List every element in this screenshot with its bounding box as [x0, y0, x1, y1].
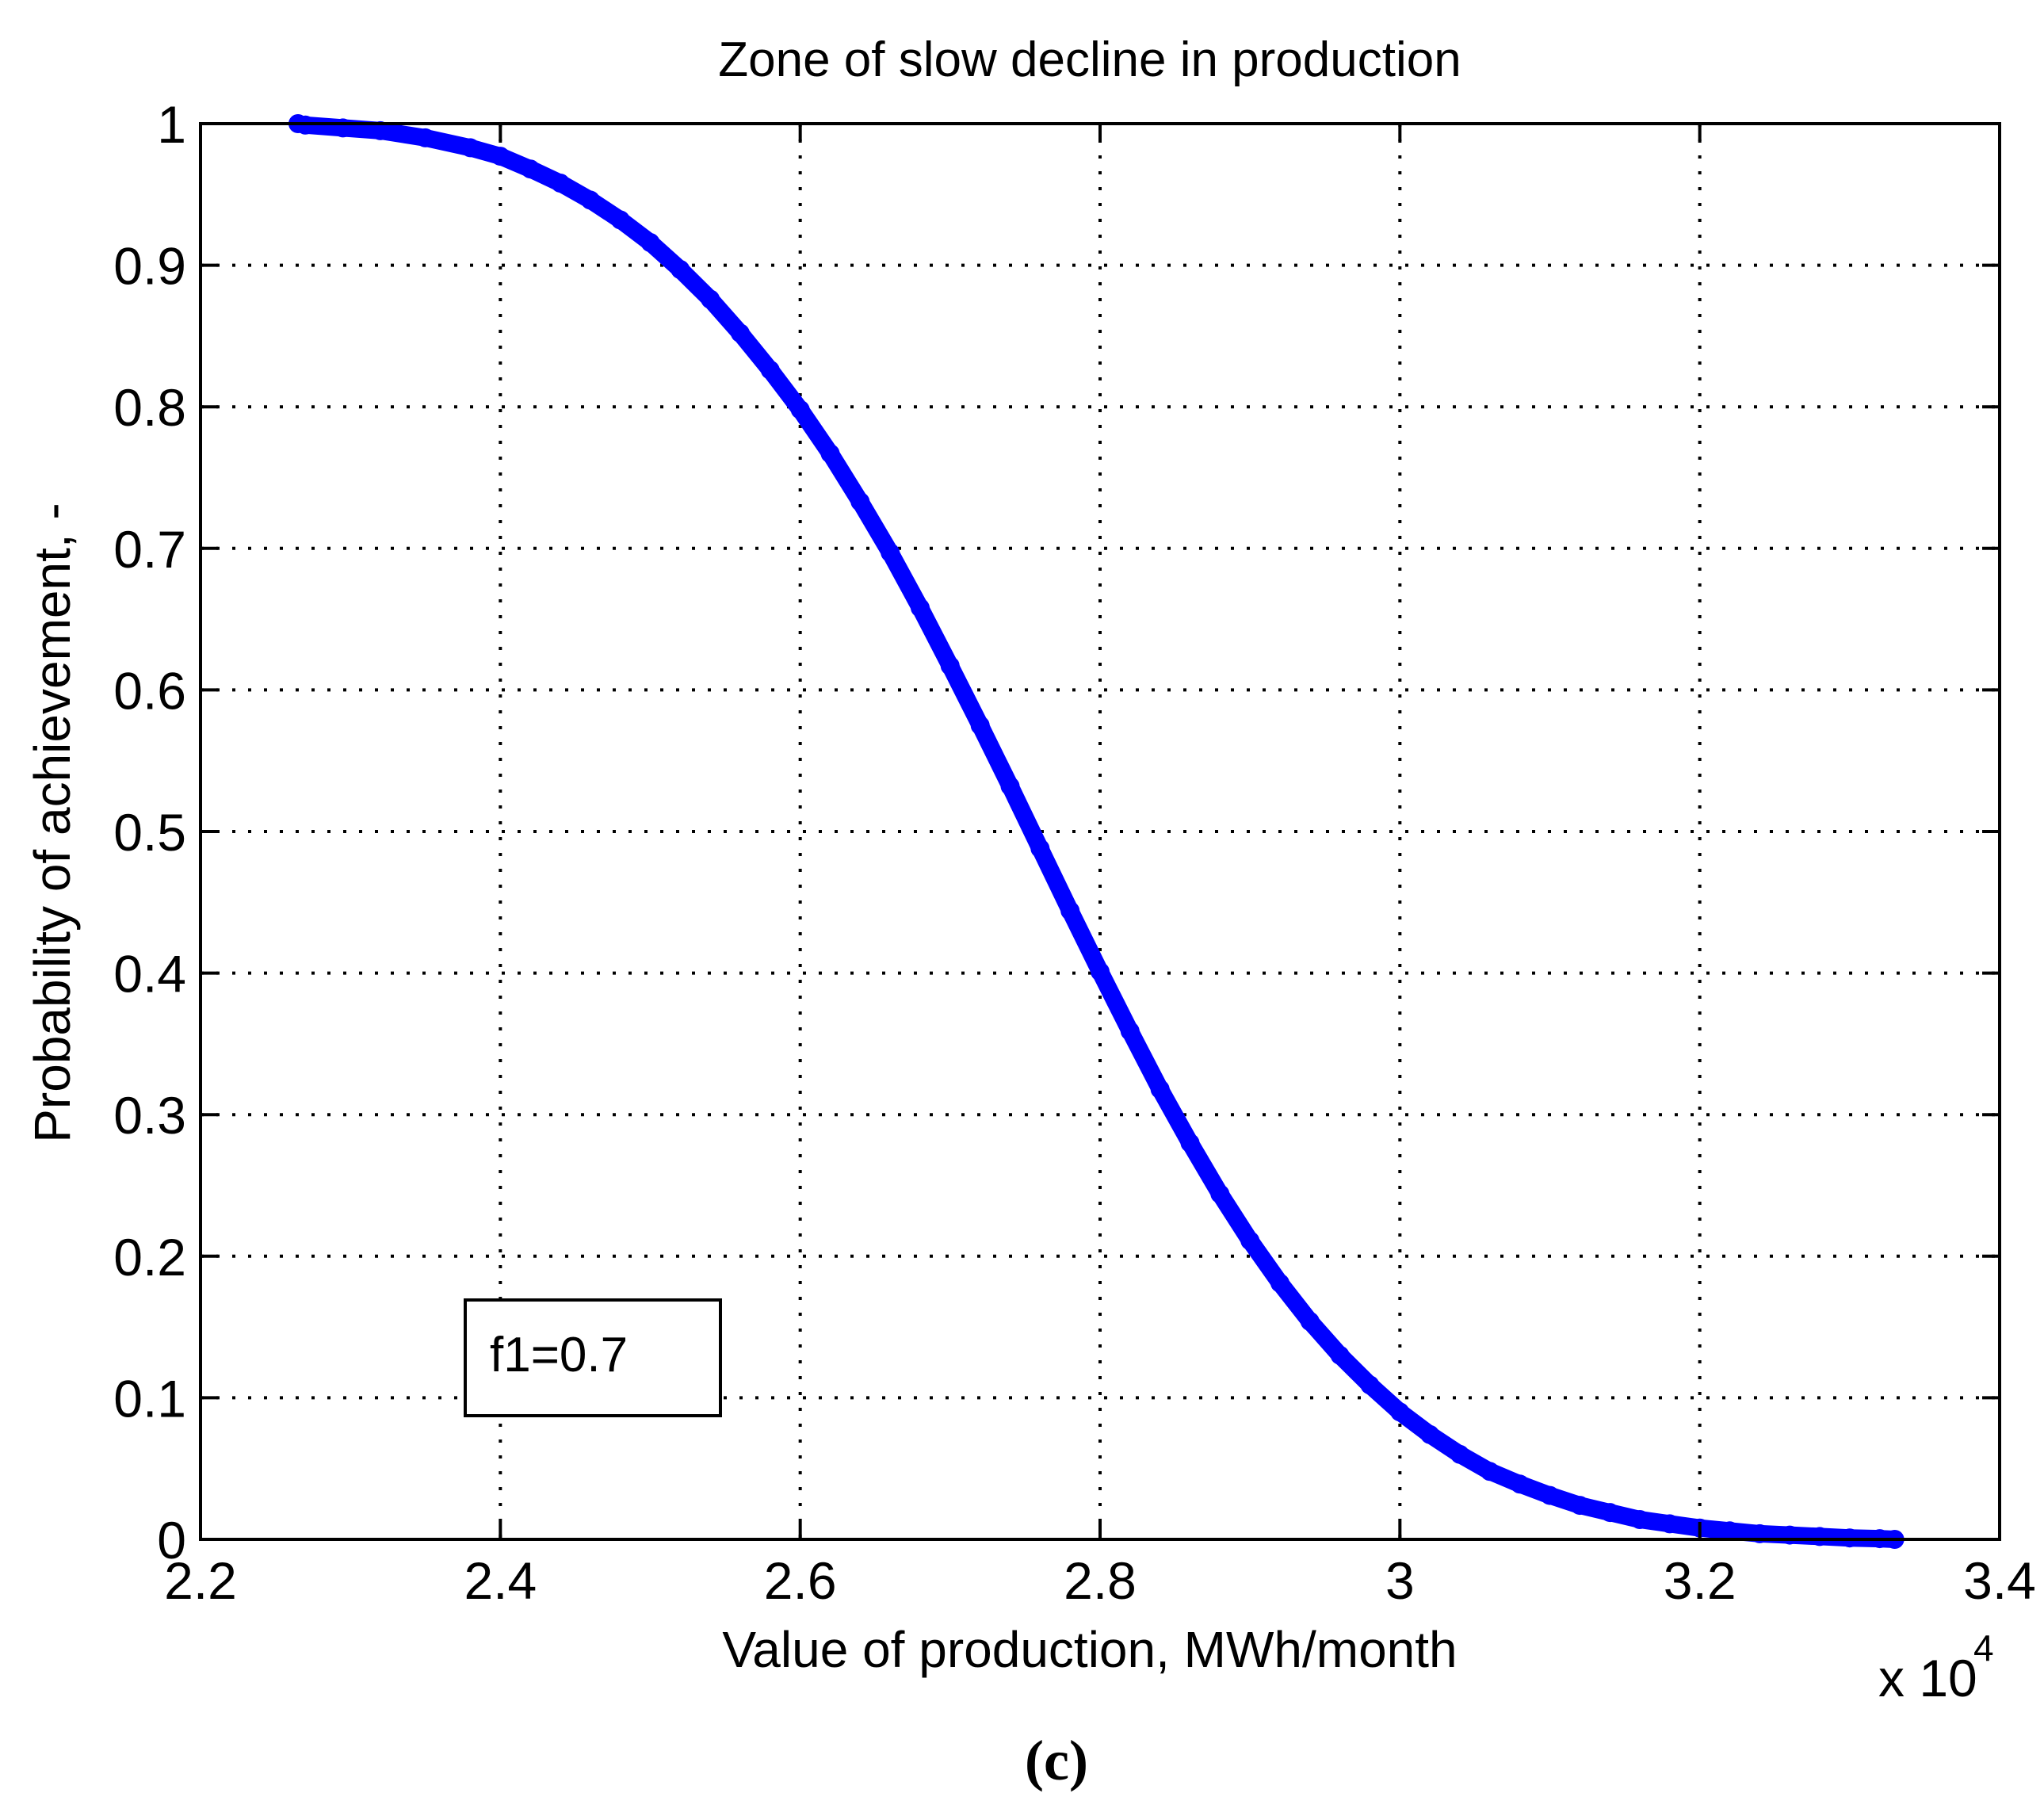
- data-point: [1660, 1514, 1679, 1534]
- x-tick-label: 2.6: [764, 1551, 837, 1610]
- y-tick-label: 0.8: [113, 378, 186, 437]
- y-tick-label: 0.2: [113, 1228, 186, 1286]
- y-tick-label: 1: [157, 95, 186, 154]
- data-point: [1240, 1231, 1260, 1251]
- y-tick-label: 0.4: [113, 945, 186, 1004]
- data-point: [1810, 1527, 1829, 1546]
- data-point: [1150, 1080, 1170, 1099]
- y-tick-label: 0.6: [113, 661, 186, 720]
- annotation-text: f1=0.7: [490, 1328, 628, 1382]
- data-point: [671, 260, 690, 279]
- y-tick-label: 0.3: [113, 1086, 186, 1145]
- x-axis-label: Value of production, MWh/month: [722, 1621, 1457, 1678]
- data-point: [491, 147, 510, 166]
- data-point: [521, 159, 541, 179]
- data-point: [1000, 776, 1020, 796]
- data-point: [850, 491, 870, 511]
- data-point: [820, 444, 840, 464]
- y-tick-label: 0.5: [113, 803, 186, 862]
- x-tick-label: 2.4: [464, 1551, 537, 1610]
- figure-caption: (c): [1025, 1729, 1088, 1792]
- data-point: [1420, 1424, 1440, 1444]
- data-point: [333, 118, 353, 138]
- data-point: [1030, 839, 1050, 858]
- data-point: [701, 289, 720, 309]
- data-point: [1480, 1462, 1500, 1481]
- data-point: [1630, 1510, 1649, 1529]
- y-tick-label: 0.7: [113, 520, 186, 579]
- data-point: [580, 190, 600, 210]
- x-tick-label: 2.2: [164, 1551, 237, 1610]
- y-tick-label: 0.1: [113, 1369, 186, 1428]
- data-point: [1060, 901, 1080, 920]
- data-point: [610, 210, 630, 230]
- ticks: 2.2 2.4 2.6 2.8 3 3.2 3.4 0 0.1 0.2 0.3 0.4 0.5 0.6 0.…: [113, 95, 2036, 1610]
- data-point: [1120, 1021, 1140, 1041]
- data-point: [1450, 1444, 1469, 1464]
- data-point: [1720, 1521, 1740, 1541]
- data-point: [1570, 1496, 1590, 1516]
- data-point: [790, 400, 810, 419]
- x-multiplier-exponent: 4: [1973, 1627, 1994, 1669]
- data-point: [1300, 1312, 1320, 1331]
- data-point: [940, 656, 960, 675]
- data-point: [640, 233, 660, 252]
- data-series: [288, 114, 1905, 1549]
- data-point: [1510, 1474, 1530, 1494]
- y-axis-label: Probability of achievement, -: [24, 503, 81, 1143]
- data-point: [1780, 1525, 1800, 1545]
- chart-title: Zone of slow decline in production: [718, 32, 1461, 87]
- data-point: [1360, 1375, 1380, 1395]
- data-point: [1270, 1273, 1289, 1293]
- x-tick-label: 3: [1385, 1551, 1415, 1610]
- data-point: [970, 716, 990, 736]
- data-point: [551, 174, 570, 193]
- data-point: [881, 543, 900, 563]
- x-tick-label: 2.8: [1064, 1551, 1137, 1610]
- data-point: [460, 138, 480, 158]
- data-point: [1600, 1503, 1620, 1523]
- data-point: [731, 323, 750, 343]
- annotation-frame: [464, 1298, 722, 1417]
- data-point: [1210, 1184, 1230, 1204]
- data-point: [1390, 1402, 1410, 1422]
- x-multiplier: x 10 4: [1878, 1627, 1994, 1707]
- data-point: [1180, 1133, 1200, 1153]
- data-point: [1330, 1345, 1350, 1365]
- x-tick-label: 3.2: [1664, 1551, 1736, 1610]
- x-multiplier-base: x 10: [1878, 1649, 1977, 1707]
- data-point: [371, 120, 390, 140]
- data-point: [415, 128, 435, 147]
- data-point: [760, 360, 780, 380]
- data-point: [1091, 962, 1110, 981]
- y-tick-label: 0: [157, 1511, 186, 1569]
- annotation-box: f1=0.7: [464, 1298, 722, 1417]
- x-tick-label: 3.4: [1963, 1551, 2036, 1610]
- y-tick-label: 0.9: [113, 237, 186, 296]
- data-point: [911, 598, 930, 617]
- data-point: [1540, 1485, 1560, 1505]
